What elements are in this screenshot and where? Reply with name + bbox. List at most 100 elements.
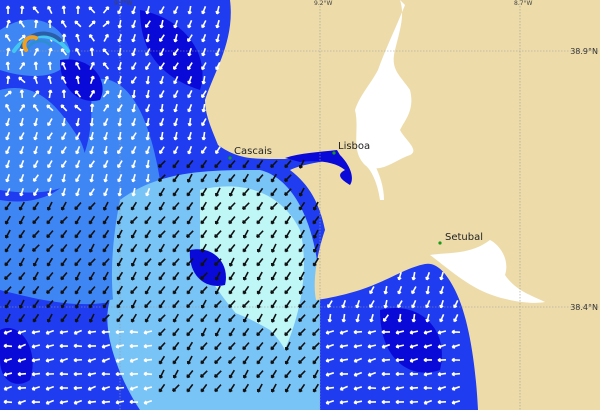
wave-direction-arrow-icon — [19, 132, 25, 141]
wave-direction-arrow-icon — [116, 299, 124, 309]
wave-direction-arrow-icon — [59, 343, 69, 349]
wave-direction-arrow-icon — [172, 341, 180, 351]
wave-direction-arrow-icon — [200, 229, 208, 239]
wave-direction-arrow-icon — [47, 5, 53, 14]
wave-direction-arrow-icon — [423, 372, 433, 377]
wave-direction-arrow-icon — [102, 90, 110, 98]
wave-direction-arrow-icon — [130, 313, 138, 323]
wave-direction-arrow-icon — [270, 286, 278, 295]
wave-direction-arrow-icon — [228, 187, 235, 197]
wave-direction-arrow-icon — [73, 385, 83, 391]
wave-direction-arrow-icon — [131, 117, 137, 127]
wave-direction-arrow-icon — [101, 344, 111, 349]
wave-direction-arrow-icon — [353, 386, 363, 391]
wave-direction-arrow-icon — [115, 371, 125, 377]
wave-direction-arrow-icon — [17, 385, 27, 391]
wave-direction-arrow-icon — [89, 131, 94, 141]
wave-direction-arrow-icon — [172, 243, 180, 253]
wave-direction-arrow-icon — [214, 201, 222, 211]
wave-direction-arrow-icon — [102, 48, 110, 56]
wave-direction-arrow-icon — [75, 5, 81, 15]
wave-direction-arrow-icon — [256, 230, 264, 239]
wave-direction-arrow-icon — [383, 285, 388, 295]
wave-direction-arrow-icon — [103, 33, 109, 42]
wave-direction-arrow-icon — [117, 146, 123, 155]
wave-direction-arrow-icon — [242, 159, 250, 169]
place-label-cascais[interactable]: Cascais — [234, 146, 272, 157]
wave-direction-arrow-icon — [18, 34, 26, 42]
wave-direction-arrow-icon — [74, 229, 82, 239]
wave-direction-arrow-icon — [325, 385, 335, 391]
wave-direction-arrow-icon — [186, 230, 194, 238]
wave-direction-arrow-icon — [284, 243, 292, 253]
wave-direction-arrow-icon — [74, 90, 82, 98]
wave-direction-arrow-icon — [341, 313, 346, 323]
wave-direction-arrow-icon — [451, 400, 461, 405]
wave-direction-arrow-icon — [45, 399, 55, 405]
wave-direction-arrow-icon — [423, 399, 433, 405]
wave-direction-arrow-icon — [228, 257, 235, 267]
wave-direction-arrow-icon — [353, 344, 363, 349]
wave-direction-arrow-icon — [3, 343, 13, 349]
wave-direction-arrow-icon — [256, 328, 264, 337]
wave-direction-arrow-icon — [339, 344, 349, 349]
wave-direction-arrow-icon — [101, 357, 111, 363]
wave-direction-arrow-icon — [397, 313, 402, 323]
wave-direction-arrow-icon — [228, 244, 236, 253]
wave-direction-arrow-icon — [75, 174, 81, 183]
wave-direction-arrow-icon — [284, 188, 292, 197]
wave-direction-arrow-icon — [200, 383, 208, 393]
wave-direction-arrow-icon — [339, 358, 349, 363]
wave-direction-arrow-icon — [172, 173, 180, 183]
place-label-setubal[interactable]: Setubal — [445, 232, 483, 243]
wave-direction-arrow-icon — [89, 173, 94, 183]
wave-direction-arrow-icon — [298, 187, 305, 197]
wave-direction-arrow-icon — [45, 329, 55, 335]
wave-direction-arrow-icon — [73, 371, 83, 377]
wave-direction-arrow-icon — [173, 90, 179, 99]
wave-direction-arrow-icon — [32, 230, 40, 239]
wave-direction-arrow-icon — [117, 6, 123, 15]
wave-direction-arrow-icon — [33, 145, 39, 155]
wave-direction-arrow-icon — [214, 187, 221, 197]
wave-direction-arrow-icon — [87, 357, 97, 363]
wave-direction-arrow-icon — [116, 257, 123, 267]
wave-direction-arrow-icon — [60, 257, 68, 267]
place-label-lisboa[interactable]: Lisboa — [338, 141, 370, 152]
wave-direction-arrow-icon — [45, 371, 55, 377]
wave-direction-arrow-icon — [117, 89, 122, 99]
wave-direction-arrow-icon — [60, 286, 68, 295]
wave-direction-arrow-icon — [73, 329, 83, 335]
wave-direction-arrow-icon — [311, 342, 320, 350]
wave-direction-arrow-icon — [117, 187, 122, 197]
wave-direction-arrow-icon — [242, 271, 249, 281]
wave-direction-arrow-icon — [256, 174, 264, 183]
wave-direction-arrow-icon — [186, 258, 194, 267]
wave-direction-arrow-icon — [214, 313, 222, 323]
wave-direction-arrow-icon — [47, 160, 53, 169]
wave-direction-arrow-icon — [186, 215, 194, 225]
wave-direction-arrow-icon — [145, 173, 150, 183]
wave-direction-arrow-icon — [158, 285, 166, 295]
wave-direction-arrow-icon — [451, 357, 461, 363]
wave-direction-arrow-icon — [173, 19, 179, 29]
wave-direction-arrow-icon — [17, 371, 27, 377]
wave-direction-arrow-icon — [187, 131, 192, 141]
wave-direction-arrow-icon — [200, 342, 208, 351]
wave-direction-arrow-icon — [158, 369, 165, 379]
wave-direction-arrow-icon — [411, 286, 417, 295]
wave-direction-arrow-icon — [116, 285, 124, 295]
wave-direction-arrow-icon — [242, 327, 250, 337]
wave-direction-arrow-icon — [131, 146, 137, 155]
wave-direction-arrow-icon — [186, 271, 194, 281]
wave-direction-arrow-icon — [88, 313, 95, 323]
wave-direction-arrow-icon — [46, 215, 54, 225]
wave-direction-arrow-icon — [397, 300, 403, 309]
wave-direction-arrow-icon — [89, 89, 95, 98]
wave-direction-arrow-icon — [425, 271, 431, 281]
wave-direction-arrow-icon — [61, 5, 67, 15]
wave-direction-arrow-icon — [101, 329, 111, 335]
wave-direction-arrow-icon — [32, 103, 39, 112]
wave-direction-arrow-icon — [18, 271, 26, 281]
